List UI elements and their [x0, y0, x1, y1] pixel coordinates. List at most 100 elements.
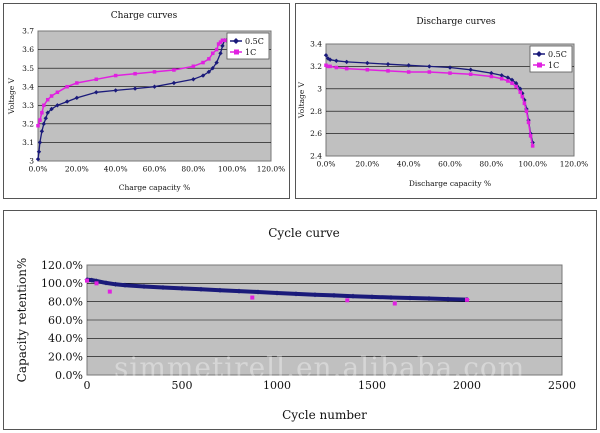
data-point — [522, 101, 527, 106]
x-tick-label: 40.0% — [104, 165, 128, 174]
x-tick-label: 2000 — [453, 379, 481, 392]
data-point — [74, 95, 80, 101]
data-point — [427, 64, 432, 69]
data-point — [324, 63, 328, 68]
y-tick-label: 3.4 — [22, 82, 34, 91]
data-point — [334, 65, 339, 70]
data-point — [160, 284, 166, 290]
data-point — [407, 295, 413, 301]
data-point — [207, 57, 211, 61]
data-point — [103, 280, 109, 286]
x-tick-label: 2500 — [548, 379, 576, 392]
y-tick-label: 3.3 — [22, 101, 34, 110]
data-point — [426, 296, 432, 302]
chart-title: Cycle curve — [268, 226, 340, 240]
x-tick-label: 40.0% — [397, 160, 421, 169]
data-point — [39, 129, 45, 134]
x-tick-label: 1000 — [263, 379, 291, 392]
legend-label: 1C — [245, 48, 256, 57]
data-point — [152, 70, 157, 74]
data-point — [526, 120, 531, 125]
data-point — [89, 277, 95, 283]
data-point — [214, 60, 219, 65]
data-point — [274, 290, 280, 296]
data-point — [528, 134, 533, 138]
data-point — [489, 74, 494, 79]
data-point — [35, 156, 41, 162]
data-point — [350, 293, 356, 299]
data-point — [499, 76, 504, 81]
data-point — [198, 286, 204, 292]
data-point — [445, 296, 451, 302]
x-axis-label: Charge capacity % — [119, 183, 191, 192]
legend-box — [529, 45, 573, 73]
data-point — [224, 38, 229, 43]
legend: 0.5C 1C — [529, 45, 573, 73]
data-point — [293, 291, 299, 297]
data-point — [217, 287, 223, 293]
discharge-curves-panel: Discharge curves 2.4 2.6 2.8 3 3.2 3.4 0.0% 20.0… — [295, 3, 597, 199]
data-point — [210, 65, 215, 71]
y-tick-label: 100.0% — [41, 277, 83, 290]
legend-label: 0.5C — [548, 50, 567, 59]
data-point — [113, 281, 118, 287]
data-point — [55, 103, 60, 108]
data-point — [38, 118, 42, 122]
legend-marker — [537, 62, 542, 68]
x-tick-label: 80.0% — [479, 160, 503, 169]
x-tick-label: 60.0% — [143, 165, 167, 174]
data-point — [506, 79, 510, 83]
data-point — [344, 66, 349, 71]
data-point — [45, 110, 50, 115]
legend-label: 1C — [548, 61, 559, 70]
x-tick-label: 0 — [84, 379, 91, 392]
x-tick-label: 120.0% — [257, 165, 286, 174]
y-tick-label: 2.4 — [310, 152, 322, 161]
data-point — [107, 289, 112, 294]
data-point — [37, 140, 43, 145]
data-point — [36, 123, 40, 128]
data-point — [220, 38, 225, 43]
data-point — [514, 84, 518, 89]
data-point — [447, 65, 453, 70]
data-point — [312, 292, 318, 298]
y-axis-label: Voltage V — [297, 81, 306, 119]
y-tick-label: 3.4 — [310, 40, 322, 49]
data-point — [41, 121, 47, 127]
data-point — [64, 99, 70, 104]
y-tick-label: 3.1 — [22, 138, 34, 147]
data-point — [141, 284, 147, 290]
data-point — [201, 60, 205, 65]
x-tick-label: 80.0% — [181, 165, 205, 174]
data-point — [49, 94, 54, 98]
data-point — [220, 43, 225, 49]
x-tick-label: 100.0% — [518, 160, 547, 169]
data-point — [94, 281, 99, 286]
data-point — [236, 288, 242, 294]
y-tick-label: 20.0% — [48, 351, 83, 364]
data-point — [327, 57, 333, 62]
data-point — [365, 60, 370, 66]
chart-title: Charge curves — [111, 11, 178, 21]
data-point — [206, 69, 212, 75]
data-point — [42, 103, 46, 108]
y-tick-label: 3 — [29, 157, 34, 166]
data-point — [216, 42, 221, 46]
y-tick-label: 3.2 — [22, 119, 34, 128]
legend-box — [226, 32, 270, 60]
x-axis-label: Discharge capacity % — [409, 179, 491, 188]
data-point — [171, 80, 177, 86]
legend: 0.5C 1C — [226, 32, 270, 60]
data-point — [365, 68, 370, 72]
legend-marker — [234, 49, 239, 55]
data-point — [179, 285, 185, 291]
data-point — [152, 84, 157, 89]
data-point — [369, 294, 375, 300]
data-point — [345, 298, 350, 303]
data-point — [113, 88, 118, 93]
data-point — [218, 51, 223, 56]
data-point — [385, 61, 391, 67]
cycle-curve-chart: Cycle curve 0.0% 20.0% 40.0% 60.0% 80.0% 100.0… — [15, 226, 576, 422]
data-point — [344, 59, 349, 65]
y-tick-label: 80.0% — [48, 296, 83, 309]
